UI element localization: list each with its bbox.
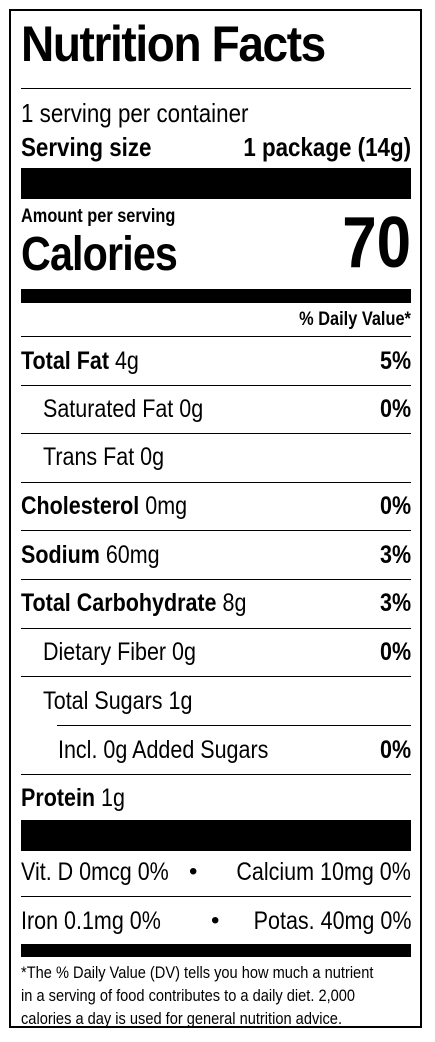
divider (21, 896, 411, 897)
nutrient-name: Total Carbohydrate (21, 589, 217, 617)
nutrient-amount: 60mg (105, 541, 160, 569)
footnote-line-1: *The % Daily Value (DV) tells you how mu… (21, 963, 374, 982)
servings-per-container: 1 serving per container (21, 98, 249, 128)
thick-divider (21, 820, 411, 851)
divider (21, 433, 411, 434)
nutrient-amount: 0g (140, 443, 165, 471)
thick-divider (21, 168, 411, 199)
nutrient-row-total-fat: Total Fat 4g (21, 349, 139, 374)
divider (21, 482, 411, 483)
bullet-separator: • (189, 858, 198, 885)
nutrient-row-saturated-fat: Saturated Fat 0g (43, 397, 203, 422)
footnote-line-3: calories a day is used for general nutri… (21, 1009, 343, 1028)
divider (21, 628, 411, 629)
nutrient-row-sodium: Sodium 60mg (21, 543, 160, 568)
nutrient-amount: 0g (172, 638, 196, 666)
nutrient-amount: 0mg (145, 492, 188, 520)
calcium: Calcium 10mg 0% (236, 858, 411, 886)
nutrient-row-protein: Protein 1g (21, 786, 125, 811)
nutrient-amount: 8g (222, 589, 247, 617)
nutrient-amount: 4g (114, 347, 139, 375)
nutrient-name: Trans Fat (43, 443, 135, 471)
nutrient-name: Total Fat (21, 347, 109, 375)
medium-divider (21, 944, 411, 957)
nutrient-amount: 1g (101, 784, 125, 812)
nutrient-row-trans-fat: Trans Fat 0g (43, 445, 164, 470)
bullet-separator: • (211, 907, 220, 934)
divider (21, 88, 411, 89)
calories-value: 70 (342, 203, 411, 283)
divider (21, 676, 411, 677)
label-title: Nutrition Facts (21, 16, 326, 72)
divider (21, 774, 411, 775)
daily-value-header: % Daily Value* (299, 309, 411, 330)
nutrient-row-total-sugars: Total Sugars 1g (43, 689, 192, 714)
nutrient-dv: 5% (379, 347, 411, 375)
nutrient-dv: 0% (379, 736, 411, 764)
nutrient-name: Cholesterol (21, 492, 140, 520)
vitamin-d: Vit. D 0mcg 0% (21, 858, 169, 886)
nutrition-facts-label: Nutrition Facts 1 serving per container … (9, 9, 422, 1028)
divider (21, 385, 411, 386)
divider (21, 336, 411, 337)
divider (57, 725, 411, 726)
divider (21, 530, 411, 531)
nutrient-amount: 1g (168, 687, 193, 715)
medium-divider (21, 289, 411, 303)
serving-size-value: 1 package (14g) (243, 132, 411, 162)
nutrient-name: Saturated Fat (43, 395, 174, 423)
nutrient-name: Protein (21, 784, 96, 812)
nutrient-dv: 0% (379, 638, 411, 666)
nutrient-name: Dietary Fiber (43, 638, 167, 666)
label-content: Nutrition Facts 1 serving per container … (21, 11, 411, 1028)
nutrient-amount: 0g (179, 395, 204, 423)
nutrient-dv: 3% (379, 589, 411, 617)
nutrient-dv: 0% (379, 395, 411, 423)
nutrient-name: Sodium (21, 541, 100, 569)
potassium: Potas. 40mg 0% (253, 907, 411, 935)
calories-label: Calories (21, 228, 178, 281)
footnote-line-2: in a serving of food contributes to a da… (21, 986, 356, 1005)
nutrient-row-added-sugars: Incl. 0g Added Sugars (58, 736, 269, 764)
divider (21, 579, 411, 580)
nutrient-dv: 0% (379, 492, 411, 520)
nutrient-row-total-carbohydrate: Total Carbohydrate 8g (21, 591, 246, 616)
nutrient-row-dietary-fiber: Dietary Fiber 0g (43, 640, 196, 665)
nutrient-name: Total Sugars (43, 687, 163, 715)
nutrient-row-cholesterol: Cholesterol 0mg (21, 494, 187, 519)
amount-per-serving: Amount per serving (21, 206, 176, 227)
serving-size-label: Serving size (21, 132, 152, 162)
nutrient-dv: 3% (379, 541, 411, 569)
iron: Iron 0.1mg 0% (21, 907, 161, 935)
